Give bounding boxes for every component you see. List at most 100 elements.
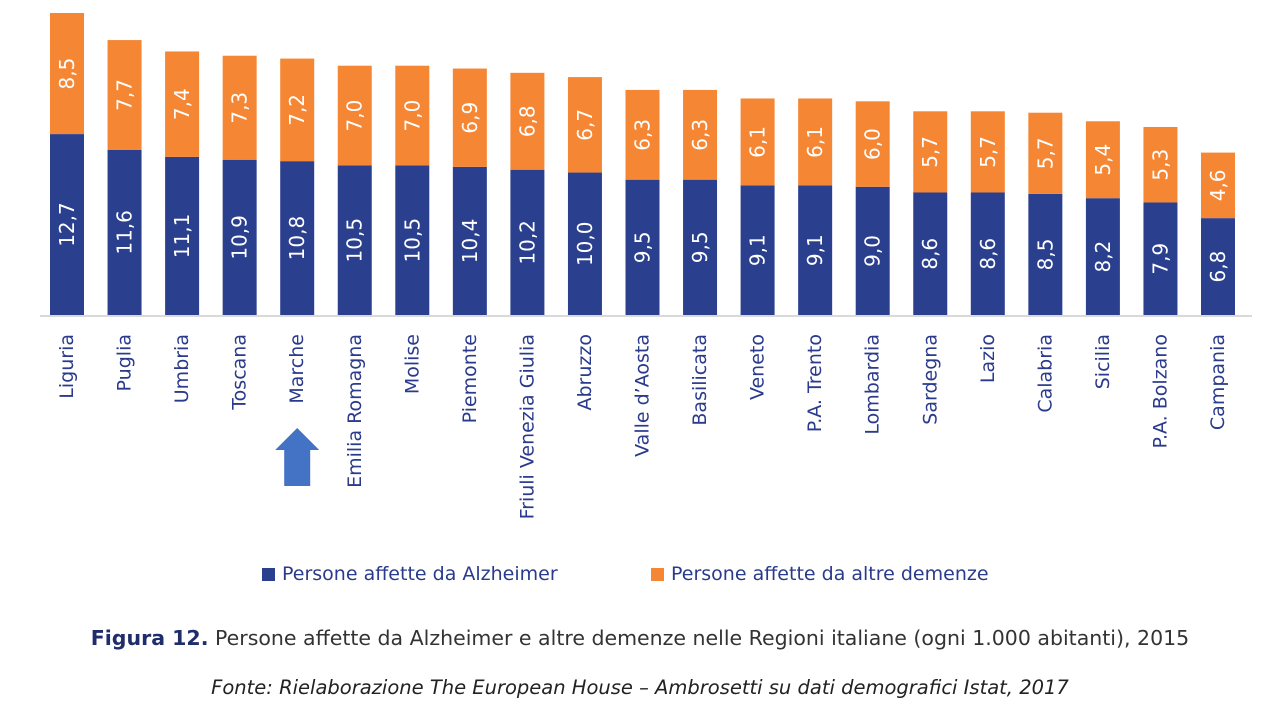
bar-veneto-altre-demenze (740, 98, 775, 186)
x-tick-label-umbria: Umbria (171, 334, 193, 403)
data-label-lombardia-altre-demenze: 6,0 (861, 128, 885, 160)
highlight-up-arrow-icon (275, 428, 320, 486)
x-tick-label-calabria: Calabria (1034, 334, 1056, 413)
x-tick-label-molise: Molise (401, 334, 423, 394)
data-label-toscana-alzheimer: 10,9 (228, 215, 252, 260)
bars-group: 12,7 8,5 11,6 7,7 11,1 7,4 10,9 7,3 10,8 7,2 10,5 7… (50, 13, 1235, 315)
legend-label-altre-demenze: Persone affette da altre demenze (671, 563, 989, 585)
bar-calabria-altre-demenze (1028, 112, 1063, 194)
bar-piemonte-alzheimer (452, 166, 487, 315)
bar-valle-d-aosta-alzheimer (625, 179, 660, 315)
stacked-bar-chart: 12,7 8,5 11,6 7,7 11,1 7,4 10,9 7,3 10,8 7,2 10,5 7… (40, 13, 1252, 519)
bar-p-a-trento-alzheimer (798, 185, 833, 315)
data-label-friuli-venezia-giulia-altre-demenze: 6,8 (515, 105, 539, 137)
data-label-sardegna-alzheimer: 8,6 (918, 238, 942, 270)
figure-caption-text: Persone affette da Alzheimer e altre dem… (215, 626, 1190, 650)
x-tick-label-basilicata: Basilicata (689, 334, 711, 426)
data-label-sicilia-alzheimer: 8,2 (1091, 241, 1115, 273)
data-label-p-a-bolzano-alzheimer: 7,9 (1148, 243, 1172, 275)
legend-item-altre-demenze: Persone affette da altre demenze (651, 563, 989, 585)
data-label-abruzzo-alzheimer: 10,0 (573, 222, 597, 267)
bar-friuli-venezia-giulia-alzheimer (510, 169, 545, 315)
data-label-sicilia-altre-demenze: 5,4 (1091, 144, 1115, 176)
data-label-calabria-altre-demenze: 5,7 (1033, 137, 1057, 169)
bar-sicilia-alzheimer (1085, 198, 1120, 315)
data-label-umbria-altre-demenze: 7,4 (170, 88, 194, 120)
data-label-abruzzo-altre-demenze: 6,7 (573, 109, 597, 141)
data-label-puglia-altre-demenze: 7,7 (113, 79, 137, 111)
bar-p-a-bolzano-altre-demenze (1143, 126, 1178, 203)
bar-puglia-altre-demenze (107, 40, 142, 150)
legend-swatch-altre-demenze (651, 567, 664, 581)
x-tick-label-piemonte: Piemonte (459, 334, 481, 423)
x-tick-label-lazio: Lazio (977, 334, 999, 383)
bar-marche-altre-demenze (280, 58, 315, 162)
x-tick-label-sicilia: Sicilia (1092, 334, 1114, 389)
data-label-marche-altre-demenze: 7,2 (285, 94, 309, 126)
data-label-friuli-venezia-giulia-alzheimer: 10,2 (515, 220, 539, 265)
data-label-valle-d-aosta-alzheimer: 9,5 (631, 231, 655, 263)
data-label-lazio-alzheimer: 8,6 (976, 238, 1000, 270)
legend-swatch-alzheimer (262, 567, 275, 581)
data-label-toscana-altre-demenze: 7,3 (228, 92, 252, 124)
bar-piemonte-altre-demenze (452, 68, 487, 167)
data-label-veneto-alzheimer: 9,1 (746, 234, 770, 266)
data-label-campania-altre-demenze: 4,6 (1206, 169, 1230, 201)
x-tick-label-liguria: Liguria (56, 334, 78, 399)
bar-emilia-romagna-altre-demenze (337, 65, 372, 166)
bar-abruzzo-altre-demenze (567, 77, 602, 173)
bar-abruzzo-alzheimer (567, 172, 602, 315)
bar-umbria-altre-demenze (165, 51, 200, 157)
bar-sardegna-altre-demenze (913, 111, 948, 193)
data-label-marche-alzheimer: 10,8 (285, 216, 309, 261)
data-label-sardegna-altre-demenze: 5,7 (918, 136, 942, 168)
x-tick-label-marche: Marche (286, 334, 308, 404)
x-tick-label-friuli-venezia-giulia: Friuli Venezia Giulia (516, 334, 538, 519)
bar-sardegna-alzheimer (913, 192, 948, 315)
data-label-p-a-bolzano-altre-demenze: 5,3 (1148, 149, 1172, 181)
data-label-veneto-altre-demenze: 6,1 (746, 126, 770, 158)
bar-molise-alzheimer (395, 165, 430, 315)
data-label-liguria-altre-demenze: 8,5 (55, 58, 79, 90)
bar-valle-d-aosta-altre-demenze (625, 89, 660, 180)
x-tick-label-sardegna: Sardegna (919, 334, 941, 425)
data-label-umbria-alzheimer: 11,1 (170, 214, 194, 259)
data-label-p-a-trento-altre-demenze: 6,1 (803, 126, 827, 158)
bar-puglia-alzheimer (107, 149, 142, 315)
bar-sicilia-altre-demenze (1085, 121, 1120, 199)
x-tick-label-valle-d-aosta: Valle d’Aosta (632, 334, 654, 457)
bar-umbria-alzheimer (165, 156, 200, 315)
figure-label: Figura 12. (90, 626, 209, 650)
x-tick-label-veneto: Veneto (747, 334, 769, 400)
bar-campania-alzheimer (1201, 218, 1235, 315)
x-tick-label-toscana: Toscana (229, 334, 251, 411)
legend-item-alzheimer: Persone affette da Alzheimer (262, 563, 558, 585)
data-label-valle-d-aosta-altre-demenze: 6,3 (631, 119, 655, 151)
x-tick-label-puglia: Puglia (114, 334, 136, 391)
data-label-basilicata-altre-demenze: 6,3 (688, 119, 712, 151)
bar-liguria-alzheimer (50, 134, 84, 315)
data-label-piemonte-altre-demenze: 6,9 (458, 102, 482, 134)
figure-caption: Figura 12. Persone affette da Alzheimer … (0, 626, 1280, 650)
data-label-liguria-alzheimer: 12,7 (55, 202, 79, 247)
bar-toscana-alzheimer (222, 159, 257, 315)
data-label-basilicata-alzheimer: 9,5 (688, 231, 712, 263)
x-tick-label-campania: Campania (1207, 334, 1229, 430)
bar-lazio-altre-demenze (970, 111, 1005, 193)
data-label-piemonte-alzheimer: 10,4 (458, 219, 482, 264)
data-label-lombardia-alzheimer: 9,0 (861, 235, 885, 267)
bar-toscana-altre-demenze (222, 55, 257, 160)
data-label-emilia-romagna-alzheimer: 10,5 (343, 218, 367, 263)
data-label-molise-alzheimer: 10,5 (400, 218, 424, 263)
x-tick-label-abruzzo: Abruzzo (574, 334, 596, 410)
x-tick-labels: Liguria Puglia Umbria Toscana Marche Emilia R… (56, 334, 1229, 519)
bar-molise-altre-demenze (395, 65, 430, 166)
bar-campania-altre-demenze (1201, 152, 1235, 219)
data-label-emilia-romagna-altre-demenze: 7,0 (343, 100, 367, 132)
data-label-molise-altre-demenze: 7,0 (400, 100, 424, 132)
bar-lazio-alzheimer (970, 192, 1005, 315)
legend-label-alzheimer: Persone affette da Alzheimer (282, 563, 558, 585)
figure-source: Fonte: Rielaborazione The European House… (211, 676, 1069, 699)
bar-liguria-altre-demenze (50, 13, 84, 135)
data-label-p-a-trento-alzheimer: 9,1 (803, 234, 827, 266)
